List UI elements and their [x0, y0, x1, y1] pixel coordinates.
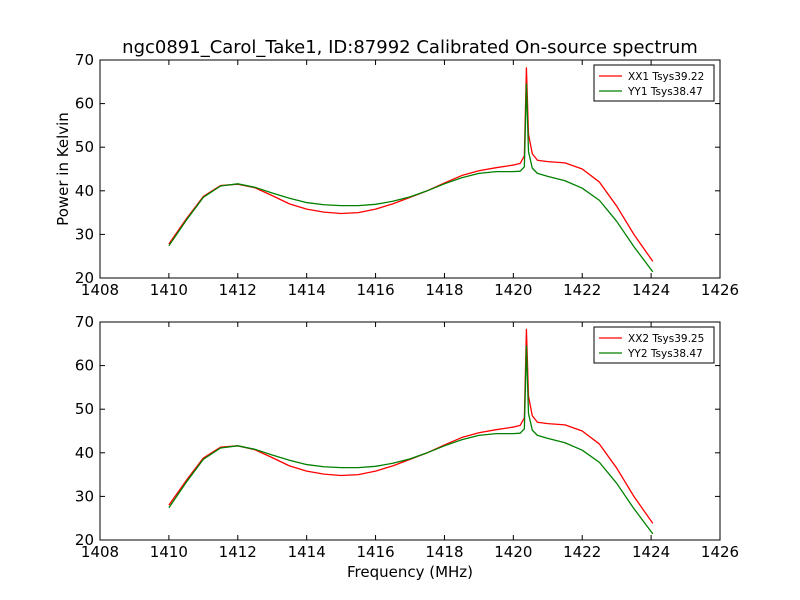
x-tick-label: 1410 — [150, 543, 188, 561]
bottom-spectrum-panel: 1408 1410 1412 1414 1416 1418 1420 1422 1424 1426… — [75, 313, 739, 561]
x-tick-label: 1424 — [632, 543, 670, 561]
y-tick-label: 40 — [75, 182, 94, 200]
x-tick-label: 1410 — [150, 281, 188, 299]
x-tick-label: 1408 — [81, 543, 119, 561]
x-tick-label: 1414 — [288, 543, 326, 561]
chart-title: ngc0891_Carol_Take1, ID:87992 Calibrated… — [122, 37, 698, 58]
x-tick-label: 1426 — [701, 543, 739, 561]
legend-entry: XX1 Tsys39.22 — [628, 71, 704, 83]
x-tick-label: 1416 — [356, 543, 394, 561]
legend: XX1 Tsys39.22 YY1 Tsys38.47 — [593, 64, 715, 102]
x-tick-label: 1412 — [219, 543, 257, 561]
y-tick-label: 50 — [75, 138, 94, 156]
x-tick-label: 1420 — [494, 281, 532, 299]
x-tick-label: 1426 — [701, 281, 739, 299]
y-tick-label: 50 — [75, 400, 94, 418]
legend-entry: YY1 Tsys38.47 — [627, 86, 703, 98]
series-line-xx — [168, 328, 654, 524]
legend-box — [593, 64, 715, 102]
plot-frame — [99, 321, 721, 541]
x-tick-label: 1422 — [563, 281, 601, 299]
y-tick-label: 30 — [75, 487, 94, 505]
x-tick-label: 1414 — [288, 281, 326, 299]
legend-entry: XX2 Tsys39.25 — [628, 333, 704, 345]
legend: XX2 Tsys39.25 YY2 Tsys38.47 — [593, 326, 715, 364]
legend-box — [593, 326, 715, 364]
y-tick-label: 40 — [75, 444, 94, 462]
plot-frame — [99, 59, 721, 279]
y-tick-label: 20 — [75, 269, 94, 287]
x-tick-label: 1412 — [219, 281, 257, 299]
x-tick-label: 1420 — [494, 543, 532, 561]
y-tick-label: 20 — [75, 531, 94, 549]
top-spectrum-panel: 1408 1410 1412 1414 1416 1418 1420 1422 1424 1426… — [75, 51, 739, 299]
y-axis-label: Power in Kelvin — [54, 112, 72, 226]
x-axis-label: Frequency (MHz) — [347, 563, 473, 581]
x-tick-label: 1418 — [425, 543, 463, 561]
x-tick-label: 1422 — [563, 543, 601, 561]
x-tick-label: 1418 — [425, 281, 463, 299]
y-tick-label: 60 — [75, 95, 94, 113]
series-line-xx — [168, 67, 654, 262]
y-tick-label: 70 — [75, 51, 94, 69]
series-line-yy — [168, 83, 654, 273]
x-tick-label: 1416 — [356, 281, 394, 299]
y-tick-label: 70 — [75, 313, 94, 331]
y-tick-label: 30 — [75, 225, 94, 243]
x-tick-label: 1424 — [632, 281, 670, 299]
legend-entry: YY2 Tsys38.47 — [627, 348, 703, 360]
x-tick-label: 1408 — [81, 281, 119, 299]
y-tick-label: 60 — [75, 357, 94, 375]
series-line-yy — [168, 345, 654, 535]
